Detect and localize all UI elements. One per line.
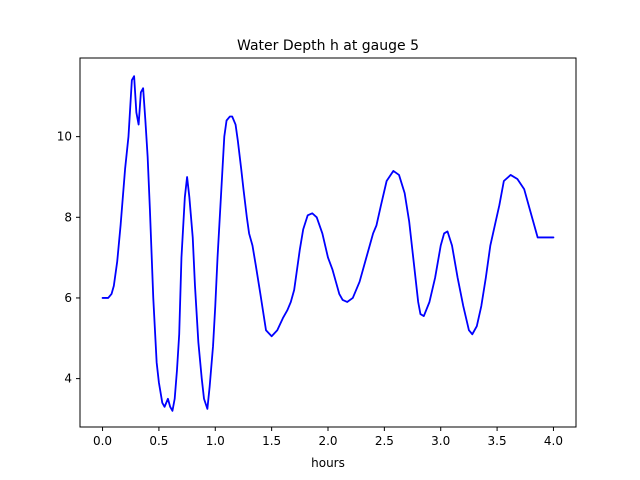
y-tick-label: 10 — [57, 130, 72, 144]
x-tick-label: 2.0 — [318, 434, 337, 448]
x-tick-label: 3.5 — [488, 434, 507, 448]
series-line-water-depth — [101, 75, 555, 412]
x-tick-label: 4.0 — [544, 434, 563, 448]
x-tick-label: 0.5 — [149, 434, 168, 448]
x-axis-label: hours — [311, 456, 345, 470]
y-axis: 4 6 8 10 — [57, 130, 80, 386]
x-tick-label: 1.0 — [206, 434, 225, 448]
y-tick-label: 4 — [64, 372, 72, 386]
x-tick-label: 0.0 — [93, 434, 112, 448]
plot-area — [101, 75, 555, 412]
x-axis: 0.0 0.5 1.0 1.5 2.0 2.5 3.0 3.5 4.0 — [93, 427, 563, 448]
chart-title: Water Depth h at gauge 5 — [237, 38, 419, 54]
y-tick-label: 6 — [64, 291, 72, 305]
x-tick-label: 1.5 — [262, 434, 281, 448]
x-tick-label: 2.5 — [375, 434, 394, 448]
x-tick-label: 3.0 — [431, 434, 450, 448]
y-tick-label: 8 — [64, 210, 72, 224]
